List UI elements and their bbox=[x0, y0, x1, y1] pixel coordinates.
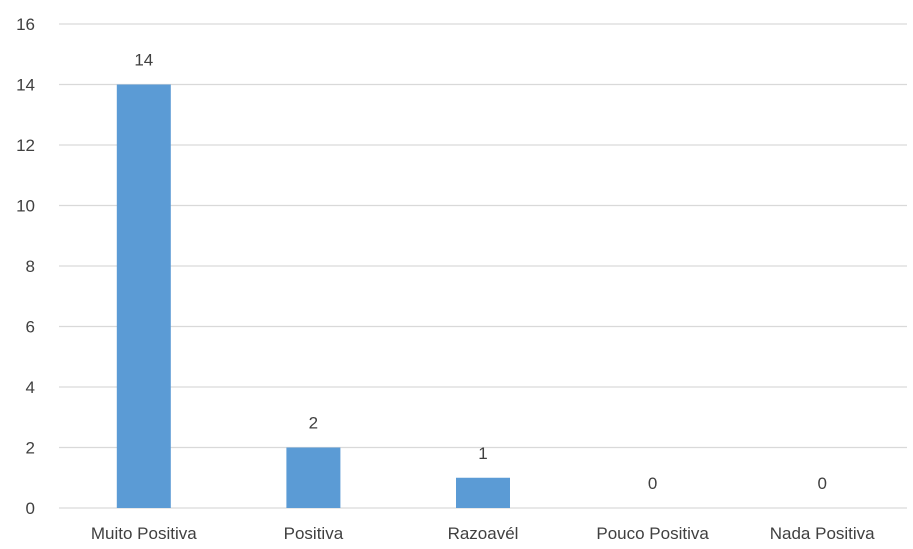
data-label: 0 bbox=[817, 474, 826, 493]
x-tick-label: Pouco Positiva bbox=[596, 524, 709, 543]
y-tick-label: 0 bbox=[26, 499, 35, 518]
bar bbox=[456, 477, 510, 508]
bar bbox=[286, 447, 341, 508]
x-tick-label: Nada Positiva bbox=[770, 524, 875, 543]
gridlines bbox=[59, 23, 907, 509]
y-tick-label: 10 bbox=[16, 197, 35, 216]
data-label: 14 bbox=[134, 51, 153, 70]
data-labels: 14 2 1 0 0 bbox=[134, 51, 827, 494]
x-axis-tick-labels: Muito Positiva Positiva Razoavél Pouco Posi… bbox=[91, 524, 875, 543]
data-label: 0 bbox=[648, 474, 657, 493]
y-tick-label: 8 bbox=[26, 257, 35, 276]
x-tick-label: Muito Positiva bbox=[91, 524, 197, 543]
y-tick-label: 14 bbox=[16, 76, 35, 95]
y-tick-label: 12 bbox=[16, 136, 35, 155]
y-axis-tick-labels: 0 2 4 6 8 10 12 14 16 bbox=[16, 15, 35, 518]
x-tick-label: Positiva bbox=[284, 524, 344, 543]
data-label: 1 bbox=[478, 444, 487, 463]
y-tick-label: 2 bbox=[26, 439, 35, 458]
data-label: 2 bbox=[309, 414, 318, 433]
bars bbox=[116, 84, 510, 508]
y-tick-label: 16 bbox=[16, 15, 35, 34]
y-tick-label: 4 bbox=[26, 378, 35, 397]
x-tick-label: Razoavél bbox=[448, 524, 519, 543]
y-tick-label: 6 bbox=[26, 318, 35, 337]
bar bbox=[116, 84, 171, 508]
